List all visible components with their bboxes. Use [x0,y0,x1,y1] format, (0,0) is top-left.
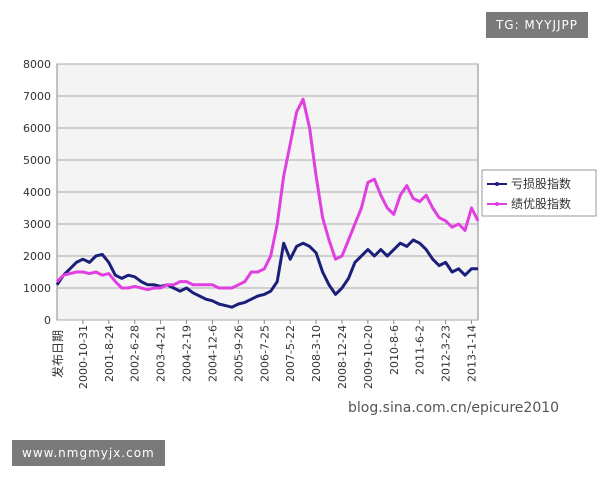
chart: blog.sina.com.cn/epicure2010 发布日期 0 1000 2… [23,58,597,416]
y-tick-label: 0 [44,314,51,327]
x-tick-label: 2008-12-24 [336,325,349,389]
y-tick-label: 3000 [23,218,51,231]
x-tick-label: 2007-5-22 [284,325,297,382]
x-tick-label: 2004-12-6 [206,325,219,382]
x-tick-label: 2000-10-31 [77,325,90,389]
x-tick-label: 2006-7-25 [258,325,271,382]
series-line [55,238,478,309]
x-axis-title: 发布日期 [50,330,65,378]
legend-label: 亏损股指数 [511,176,571,191]
x-tick-label: 2013-1-14 [466,325,479,382]
y-tick-label: 7000 [23,90,51,103]
x-tick-label: 2004-2-19 [181,325,194,382]
x-tick-label: 2011-6-2 [414,325,427,375]
legend-box [481,169,597,217]
x-tick-label: 2012-3-23 [440,325,453,382]
x-tick-label: 2002-6-28 [129,325,142,382]
y-tick-label: 6000 [23,122,51,135]
x-tick-label: 2003-4-21 [155,325,168,382]
y-tick-label: 5000 [23,154,51,167]
x-tick-label: 2001-8-24 [103,325,116,382]
x-tick-label: 2005-9-26 [232,325,245,382]
badge-top: TG: MYYJJPP [485,12,588,38]
legend-marker [495,202,499,206]
series-line [55,97,480,292]
x-tick-label: 2008-3-10 [310,325,323,382]
badge-bottom: www.nmgmyjx.com [12,440,165,466]
y-tick-label: 8000 [23,58,51,71]
x-tick-label: 2010-8-6 [388,325,401,375]
legend-label: 绩优股指数 [511,196,571,211]
x-tick-label: 2009-10-20 [362,325,375,389]
legend-marker [495,182,499,186]
y-tick-label: 4000 [23,186,51,199]
y-tick-label: 1000 [23,282,51,295]
y-tick-label: 2000 [23,250,51,263]
source-watermark: blog.sina.com.cn/epicure2010 [348,400,559,416]
